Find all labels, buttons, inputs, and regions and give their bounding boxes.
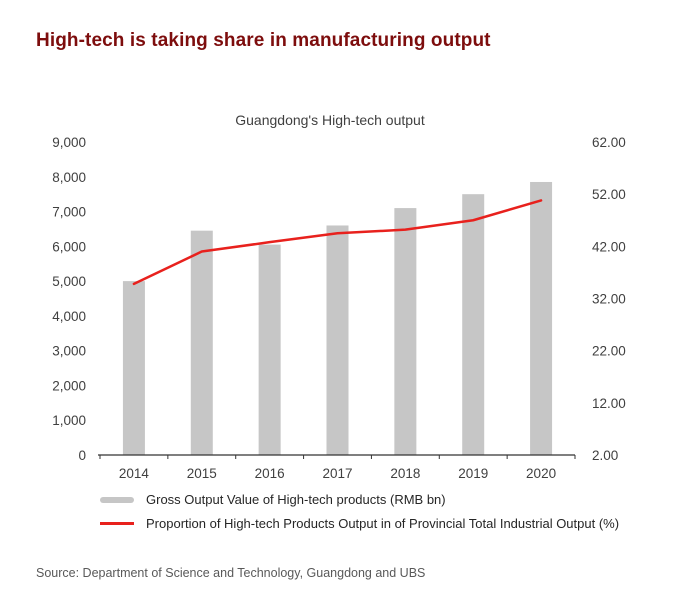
y-left-axis-tick: 0 — [78, 448, 86, 463]
line-series-swatch-icon — [100, 522, 134, 525]
y-right-axis-tick: 42.00 — [592, 239, 626, 254]
chart-legend: Gross Output Value of High-tech products… — [100, 492, 700, 531]
output-bar — [190, 230, 213, 455]
y-right-axis-tick: 62.00 — [592, 135, 626, 150]
page-title: High-tech is taking share in manufacturi… — [36, 30, 491, 51]
y-right-axis-tick: 2.00 — [592, 448, 618, 463]
bar-series-swatch-icon — [100, 496, 134, 503]
x-axis-tick: 2017 — [322, 466, 352, 481]
y-right-axis-tick: 52.00 — [592, 187, 626, 202]
chart-plot-area: 0 1,000 2,000 3,000 4,000 5,000 6,000 7,000 8,00… — [52, 135, 626, 481]
legend-label-line-series: Proportion of High-tech Products Output … — [146, 516, 620, 531]
y-left-axis-tick: 3,000 — [52, 344, 86, 359]
y-right-axis-tick: 12.00 — [592, 396, 626, 411]
output-bar — [326, 225, 349, 455]
y-left-axis-tick: 8,000 — [52, 170, 86, 185]
y-left-axis-tick: 1,000 — [52, 413, 86, 428]
proportion-line — [132, 199, 543, 286]
y-left-axis-tick: 2,000 — [52, 378, 86, 393]
output-bar — [122, 281, 145, 455]
legend-item-bar-series: Gross Output Value of High-tech products… — [100, 492, 700, 507]
output-bar — [394, 208, 417, 455]
y-left-axis-tick: 4,000 — [52, 309, 86, 324]
legend-item-line-series: Proportion of High-tech Products Output … — [100, 516, 700, 531]
x-axis-tick: 2014 — [119, 466, 150, 481]
y-left-axis-tick: 5,000 — [52, 274, 86, 289]
x-axis-tick: 2018 — [390, 466, 420, 481]
source-note: Source: Department of Science and Techno… — [36, 566, 426, 580]
y-left-axis-tick: 9,000 — [52, 135, 86, 150]
x-axis-tick: 2019 — [458, 466, 488, 481]
x-axis-tick: 2016 — [255, 466, 285, 481]
x-axis-tick: 2015 — [187, 466, 217, 481]
y-left-axis-tick: 6,000 — [52, 239, 86, 254]
y-right-axis-tick: 22.00 — [592, 344, 626, 359]
output-bar — [530, 181, 553, 456]
legend-label-bar-series: Gross Output Value of High-tech products… — [146, 492, 446, 507]
y-right-axis-tick: 32.00 — [592, 292, 626, 307]
output-bar — [258, 244, 281, 455]
output-bar — [462, 194, 485, 456]
x-axis-tick: 2020 — [526, 466, 556, 481]
y-left-axis-tick: 7,000 — [52, 205, 86, 220]
chart-title: Guangdong's High-tech output — [235, 112, 425, 128]
